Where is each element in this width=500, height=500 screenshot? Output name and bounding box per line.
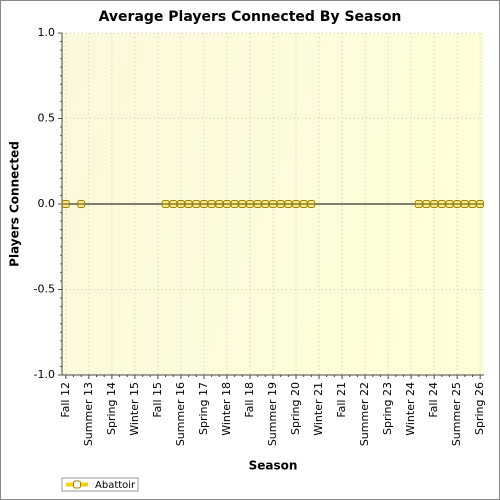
- x-tick-label: Summer 13: [82, 382, 95, 446]
- y-tick-label: 0.5: [38, 112, 56, 125]
- y-tick-label: 0.0: [38, 197, 56, 210]
- x-tick-label: Fall 21: [335, 382, 348, 418]
- marker: [169, 200, 178, 208]
- marker: [460, 200, 469, 208]
- marker: [299, 200, 308, 208]
- marker: [253, 200, 262, 208]
- chart-title: Average Players Connected By Season: [99, 9, 402, 25]
- y-tick-label: -1.0: [34, 368, 55, 381]
- marker: [184, 200, 193, 208]
- marker: [222, 200, 231, 208]
- marker: [192, 200, 201, 208]
- marker: [437, 200, 446, 208]
- x-tick-label: Spring 17: [197, 382, 210, 435]
- x-tick-label: Fall 24: [427, 382, 440, 418]
- legend-marker: [73, 480, 81, 489]
- marker: [276, 200, 285, 208]
- marker: [207, 200, 216, 208]
- x-tick-label: Spring 23: [381, 382, 394, 435]
- marker: [292, 200, 301, 208]
- x-tick-label: Spring 26: [473, 382, 486, 435]
- marker: [422, 200, 431, 208]
- x-tick-label: Summer 22: [358, 382, 371, 446]
- x-tick-label: Fall 18: [243, 382, 256, 418]
- x-tick-label: Winter 21: [312, 382, 325, 436]
- marker: [414, 200, 423, 208]
- marker: [307, 200, 316, 208]
- x-tick-label: Winter 18: [220, 382, 233, 436]
- y-tick-label: 1.0: [38, 26, 56, 39]
- x-axis-title: Season: [249, 459, 298, 473]
- marker: [77, 200, 86, 208]
- marker: [453, 200, 462, 208]
- x-tick-label: Summer 19: [266, 382, 279, 446]
- marker: [269, 200, 277, 208]
- marker: [176, 200, 185, 208]
- marker: [245, 200, 254, 208]
- x-tick-label: Winter 24: [404, 382, 417, 436]
- marker: [261, 200, 270, 208]
- x-tick-label: Fall 15: [151, 382, 164, 418]
- legend-box: [61, 477, 139, 492]
- x-tick-label: Summer 25: [450, 382, 463, 446]
- marker: [430, 200, 439, 208]
- marker: [230, 200, 239, 208]
- marker: [215, 200, 224, 208]
- marker: [468, 200, 477, 208]
- x-tick-label: Winter 15: [128, 382, 141, 436]
- x-tick-label: Summer 16: [174, 382, 187, 446]
- marker: [284, 200, 293, 208]
- marker: [61, 200, 70, 208]
- marker: [238, 200, 247, 208]
- marker: [476, 200, 485, 208]
- legend-label: Abattoir: [95, 480, 136, 491]
- x-tick-label: Spring 14: [105, 382, 118, 435]
- x-tick-label: Fall 12: [59, 382, 72, 418]
- legend: Abattoir: [61, 477, 139, 492]
- y-axis-title: Players Connected: [8, 141, 22, 267]
- marker: [161, 200, 170, 208]
- marker: [199, 200, 208, 208]
- y-tick-label: -0.5: [34, 283, 55, 296]
- marker: [445, 200, 454, 208]
- x-tick-label: Spring 20: [289, 382, 302, 435]
